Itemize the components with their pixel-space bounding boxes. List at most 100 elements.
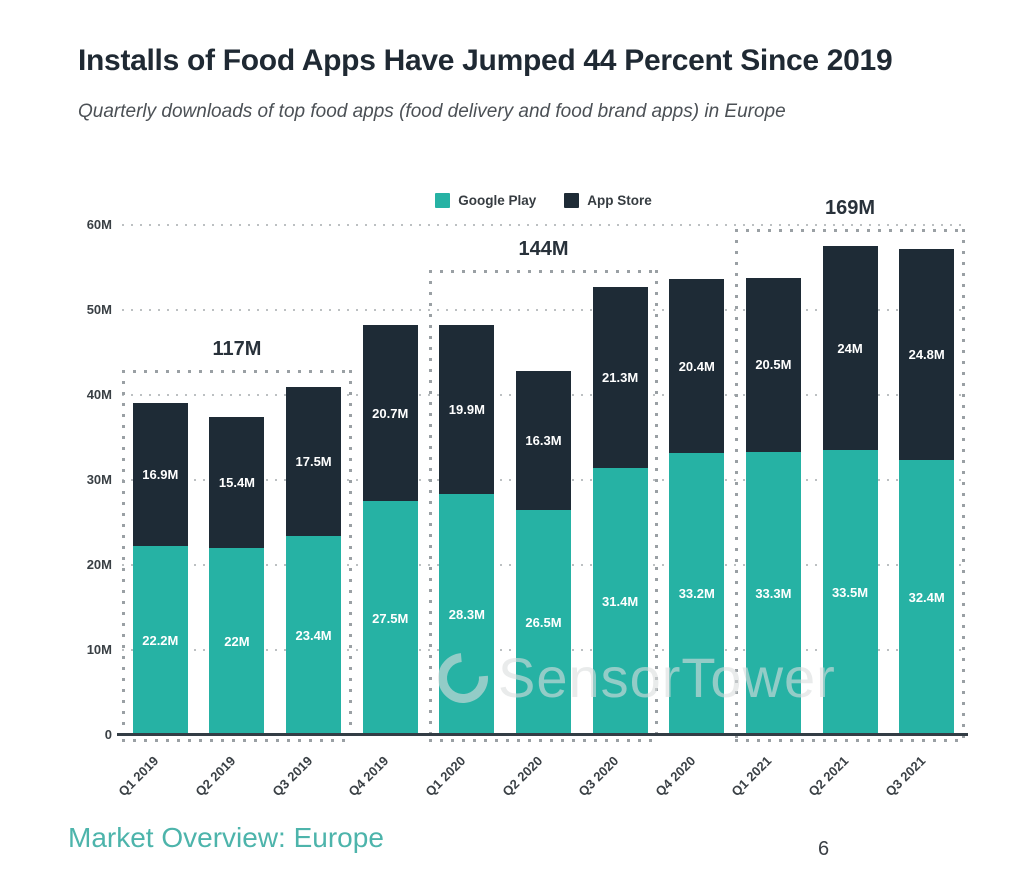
bar-q1-2020: 19.9M 28.3M <box>439 325 495 735</box>
x-tick-label: Q3 2021 <box>882 753 928 800</box>
annual-total-box-border <box>428 738 659 742</box>
x-tick-label: Q1 2021 <box>728 753 775 800</box>
x-tick-label: Q1 2019 <box>115 753 162 800</box>
bar-segment-app-store: 15.4M <box>209 417 265 548</box>
bar-value-label: 16.9M <box>142 466 179 482</box>
bar-segment-app-store: 16.9M <box>132 402 188 547</box>
page-title: Installs of Food Apps Have Jumped 44 Per… <box>78 44 893 77</box>
x-axis: Q1 2019 Q2 2019 Q3 2019 Q4 2019 Q1 2020 Q2 20… <box>116 735 965 805</box>
x-axis-line <box>117 733 968 736</box>
annual-total-box-border <box>428 270 659 274</box>
y-tick-label: 50M <box>86 302 112 317</box>
bar-segment-google-play: 22M <box>209 547 265 735</box>
bar-segment-google-play: 33.3M <box>745 451 801 735</box>
bar-segment-google-play: 31.4M <box>592 468 648 735</box>
bar-q2-2020: 16.3M 26.5M <box>516 371 571 735</box>
bar-value-label: 17.5M <box>295 454 332 470</box>
annual-total-box-border <box>735 229 739 742</box>
bar-q1-2021: 20.5M 33.3M <box>745 277 801 735</box>
x-tick-label: Q2 2021 <box>805 753 852 800</box>
annual-total-box-border <box>735 229 965 233</box>
bar-segment-google-play: 28.3M <box>439 494 495 735</box>
legend-item-google-play: Google Play <box>435 192 537 208</box>
bar-value-label: 33.3M <box>755 585 792 601</box>
bar-value-label: 32.4M <box>908 589 945 605</box>
bar-value-label: 15.4M <box>218 475 256 491</box>
bar-segment-google-play: 22.2M <box>132 546 188 735</box>
bar-value-label: 22.2M <box>142 633 179 649</box>
x-tick-label: Q1 2020 <box>422 753 469 800</box>
bar-q3-2019: 17.5M 23.4M <box>286 387 342 735</box>
bar-segment-google-play: 32.4M <box>899 459 955 735</box>
gridline <box>122 224 965 226</box>
bar-q2-2019: 15.4M 22M <box>209 417 265 735</box>
annual-total-box-border <box>961 229 965 742</box>
chart-legend: Google Play App Store <box>122 190 965 210</box>
bar-value-label: 20.5M <box>755 357 792 373</box>
bar-value-label: 28.3M <box>448 607 485 623</box>
bar-value-label: 21.3M <box>602 370 639 386</box>
bar-value-label: 20.7M <box>372 405 409 421</box>
page-number: 6 <box>818 838 830 860</box>
bar-segment-app-store: 20.7M <box>362 325 418 502</box>
x-tick-label: Q3 2019 <box>269 753 315 800</box>
y-axis: 0 10M 20M 30M 40M 50M 60M <box>0 217 112 742</box>
bar-value-label: 27.5M <box>372 610 409 626</box>
annual-total-box <box>428 270 659 742</box>
bar-q2-2021: 24M 33.5M <box>822 246 878 735</box>
bar-value-label: 24.8M <box>908 346 945 362</box>
legend-label: App Store <box>587 192 652 208</box>
bar-segment-app-store: 24M <box>822 246 878 451</box>
x-tick-label: Q2 2020 <box>498 753 545 800</box>
annual-total-label: 169M <box>825 197 876 220</box>
bar-segment-google-play: 23.4M <box>286 536 342 735</box>
annual-total-box <box>735 229 965 742</box>
annual-total-box-border <box>428 270 432 742</box>
annual-total-box <box>122 370 352 742</box>
bar-segment-app-store: 16.3M <box>516 371 571 510</box>
bar-segment-app-store: 19.9M <box>439 325 495 495</box>
bar-value-label: 33.5M <box>831 585 869 601</box>
bar-value-label: 19.9M <box>448 402 485 418</box>
bar-segment-google-play: 33.5M <box>822 450 878 735</box>
y-tick-label: 20M <box>86 557 112 572</box>
bar-segment-app-store: 24.8M <box>899 248 955 460</box>
x-tick-label: Q4 2019 <box>345 753 392 800</box>
bar-segment-google-play: 33.2M <box>669 452 725 735</box>
page-subtitle: Quarterly downloads of top food apps (fo… <box>78 101 786 122</box>
annual-total-box-border <box>122 370 352 374</box>
bar-value-label: 20.4M <box>678 358 715 374</box>
bar-segment-google-play: 26.5M <box>516 509 571 735</box>
y-tick-label: 0 <box>104 727 112 742</box>
annual-total-label: 117M <box>212 338 262 361</box>
x-tick-label: Q4 2020 <box>652 753 699 800</box>
bar-segment-app-store: 20.5M <box>745 277 801 452</box>
annual-total-box-border <box>122 370 125 742</box>
bar-segment-app-store: 20.4M <box>669 279 725 453</box>
bar-q4-2020: 20.4M 33.2M <box>669 279 725 735</box>
gridline <box>122 309 965 311</box>
bar-value-label: 24M <box>837 340 863 356</box>
plot-area: SensorTower 117M 144M 169M 16.9M 22.2M 15.4M 2… <box>117 197 968 742</box>
bar-q1-2019: 16.9M 22.2M <box>132 402 188 735</box>
legend-item-app-store: App Store <box>564 192 652 208</box>
annual-total-label: 144M <box>518 238 569 261</box>
footer-section-label: Market Overview: Europe <box>68 822 384 853</box>
annual-total-box-border <box>348 370 352 742</box>
bar-segment-google-play: 27.5M <box>362 501 418 735</box>
bar-segment-app-store: 17.5M <box>286 387 342 537</box>
bar-q4-2019: 20.7M 27.5M <box>362 325 418 735</box>
x-tick-label: Q3 2020 <box>575 753 622 800</box>
bar-value-label: 22M <box>224 633 250 649</box>
legend-label: Google Play <box>458 192 537 208</box>
annual-total-box-border <box>735 739 965 742</box>
x-tick-label: Q2 2019 <box>192 753 239 800</box>
annual-total-box-border <box>655 270 659 742</box>
bar-value-label: 31.4M <box>602 594 639 610</box>
bar-value-label: 23.4M <box>295 628 332 644</box>
y-tick-label: 10M <box>86 642 112 657</box>
y-tick-label: 60M <box>86 217 112 232</box>
legend-swatch-icon <box>435 192 451 208</box>
bar-q3-2020: 21.3M 31.4M <box>592 287 648 735</box>
annual-total-box-border <box>122 738 352 742</box>
